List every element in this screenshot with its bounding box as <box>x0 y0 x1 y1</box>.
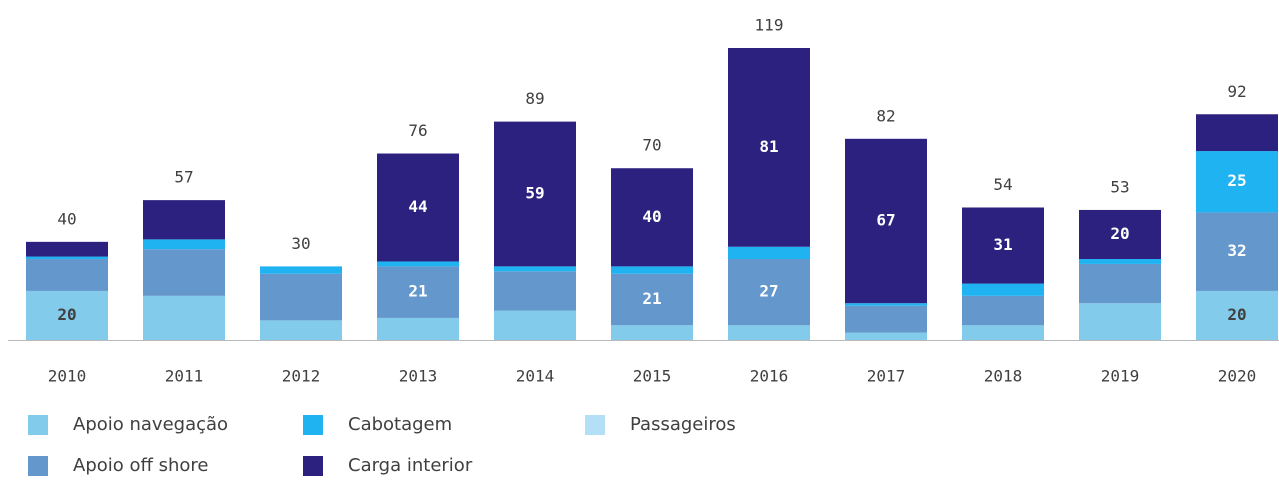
bar-segment <box>494 121 576 267</box>
x-tick-label: 2011 <box>165 367 204 386</box>
segment-label: 21 <box>642 289 661 308</box>
x-tick-label: 2016 <box>750 367 789 386</box>
segment-label: 20 <box>1110 224 1129 243</box>
bar-segment <box>845 332 927 340</box>
bar-segment <box>260 320 342 340</box>
bar-segment <box>26 259 108 291</box>
bar-segment <box>728 325 810 340</box>
bar-segment <box>962 295 1044 326</box>
total-label: 82 <box>876 106 895 125</box>
segment-label: 20 <box>57 305 76 324</box>
segment-label: 21 <box>408 282 427 301</box>
bar-segment <box>845 303 927 306</box>
bar-segment <box>1079 303 1161 340</box>
bar-segment <box>377 266 459 318</box>
legend-label: Carga interior <box>348 455 473 476</box>
segment-label: 81 <box>759 137 778 156</box>
bar-segment <box>728 259 810 326</box>
bar-segment <box>26 290 108 340</box>
bar-segment <box>962 283 1044 296</box>
bar-segment <box>1079 259 1161 264</box>
bar-segment <box>611 168 693 267</box>
x-tick-label: 2014 <box>516 367 555 386</box>
legend-swatch <box>303 415 323 435</box>
bar-segment <box>143 295 225 340</box>
x-tick-label: 2019 <box>1101 367 1140 386</box>
bar-segment <box>143 249 225 296</box>
bar-segment <box>1196 151 1278 213</box>
segment-label: 40 <box>642 207 661 226</box>
total-label: 57 <box>174 168 193 187</box>
legend-swatch <box>28 415 48 435</box>
bar-segment <box>611 325 693 340</box>
total-label: 119 <box>755 16 784 35</box>
bar-segment <box>494 271 576 311</box>
bar-segment <box>962 207 1044 284</box>
bar-segment <box>962 325 1044 340</box>
total-label: 53 <box>1110 177 1129 196</box>
segment-label: 59 <box>525 184 544 203</box>
bar-segment <box>260 266 342 274</box>
bar-segment <box>728 246 810 260</box>
bar-segment <box>1079 263 1161 304</box>
legend-swatch <box>585 415 605 435</box>
total-label: 89 <box>525 89 544 108</box>
bar-segment <box>377 261 459 267</box>
x-tick-label: 2020 <box>1218 367 1257 386</box>
x-tick-label: 2012 <box>282 367 321 386</box>
bar-segment <box>728 48 810 247</box>
segment-label: 25 <box>1227 171 1246 190</box>
segment-label: 67 <box>876 210 895 229</box>
legend-swatch <box>28 456 48 476</box>
legend-label: Passageiros <box>630 414 736 435</box>
segment-label: 31 <box>993 235 1012 254</box>
bar-segment <box>1079 209 1161 260</box>
total-label: 40 <box>57 209 76 228</box>
total-label: 70 <box>642 136 661 155</box>
total-label: 76 <box>408 121 427 140</box>
bar-segment <box>611 273 693 326</box>
legend-swatch <box>303 456 323 476</box>
bar-segment <box>845 138 927 304</box>
bar-segment <box>611 266 693 274</box>
bar-segment <box>143 200 225 240</box>
bar-segment <box>1196 114 1278 152</box>
bar-segment <box>26 256 108 260</box>
bar-segment <box>377 153 459 262</box>
bar-segment <box>1196 212 1278 291</box>
bar-segment <box>1196 290 1278 340</box>
total-label: 30 <box>291 234 310 253</box>
x-tick-label: 2013 <box>399 367 438 386</box>
legend-label: Apoio navegação <box>73 414 228 435</box>
bar-segment <box>845 305 927 333</box>
bar-segment <box>377 317 459 340</box>
x-tick-label: 2017 <box>867 367 906 386</box>
total-label: 92 <box>1227 82 1246 101</box>
x-tick-label: 2018 <box>984 367 1023 386</box>
legend-label: Cabotagem <box>348 414 452 435</box>
segment-label: 20 <box>1227 305 1246 324</box>
x-tick-label: 2015 <box>633 367 672 386</box>
bar-segment <box>143 239 225 250</box>
bar-segment <box>26 241 108 257</box>
bar-segment <box>260 273 342 321</box>
bar-segment <box>494 266 576 272</box>
segment-label: 44 <box>408 197 427 216</box>
segment-label: 27 <box>759 282 778 301</box>
bar-segment <box>494 310 576 340</box>
x-tick-label: 2010 <box>48 367 87 386</box>
total-label: 54 <box>993 175 1012 194</box>
legend-label: Apoio off shore <box>73 455 209 476</box>
segment-label: 32 <box>1227 241 1246 260</box>
